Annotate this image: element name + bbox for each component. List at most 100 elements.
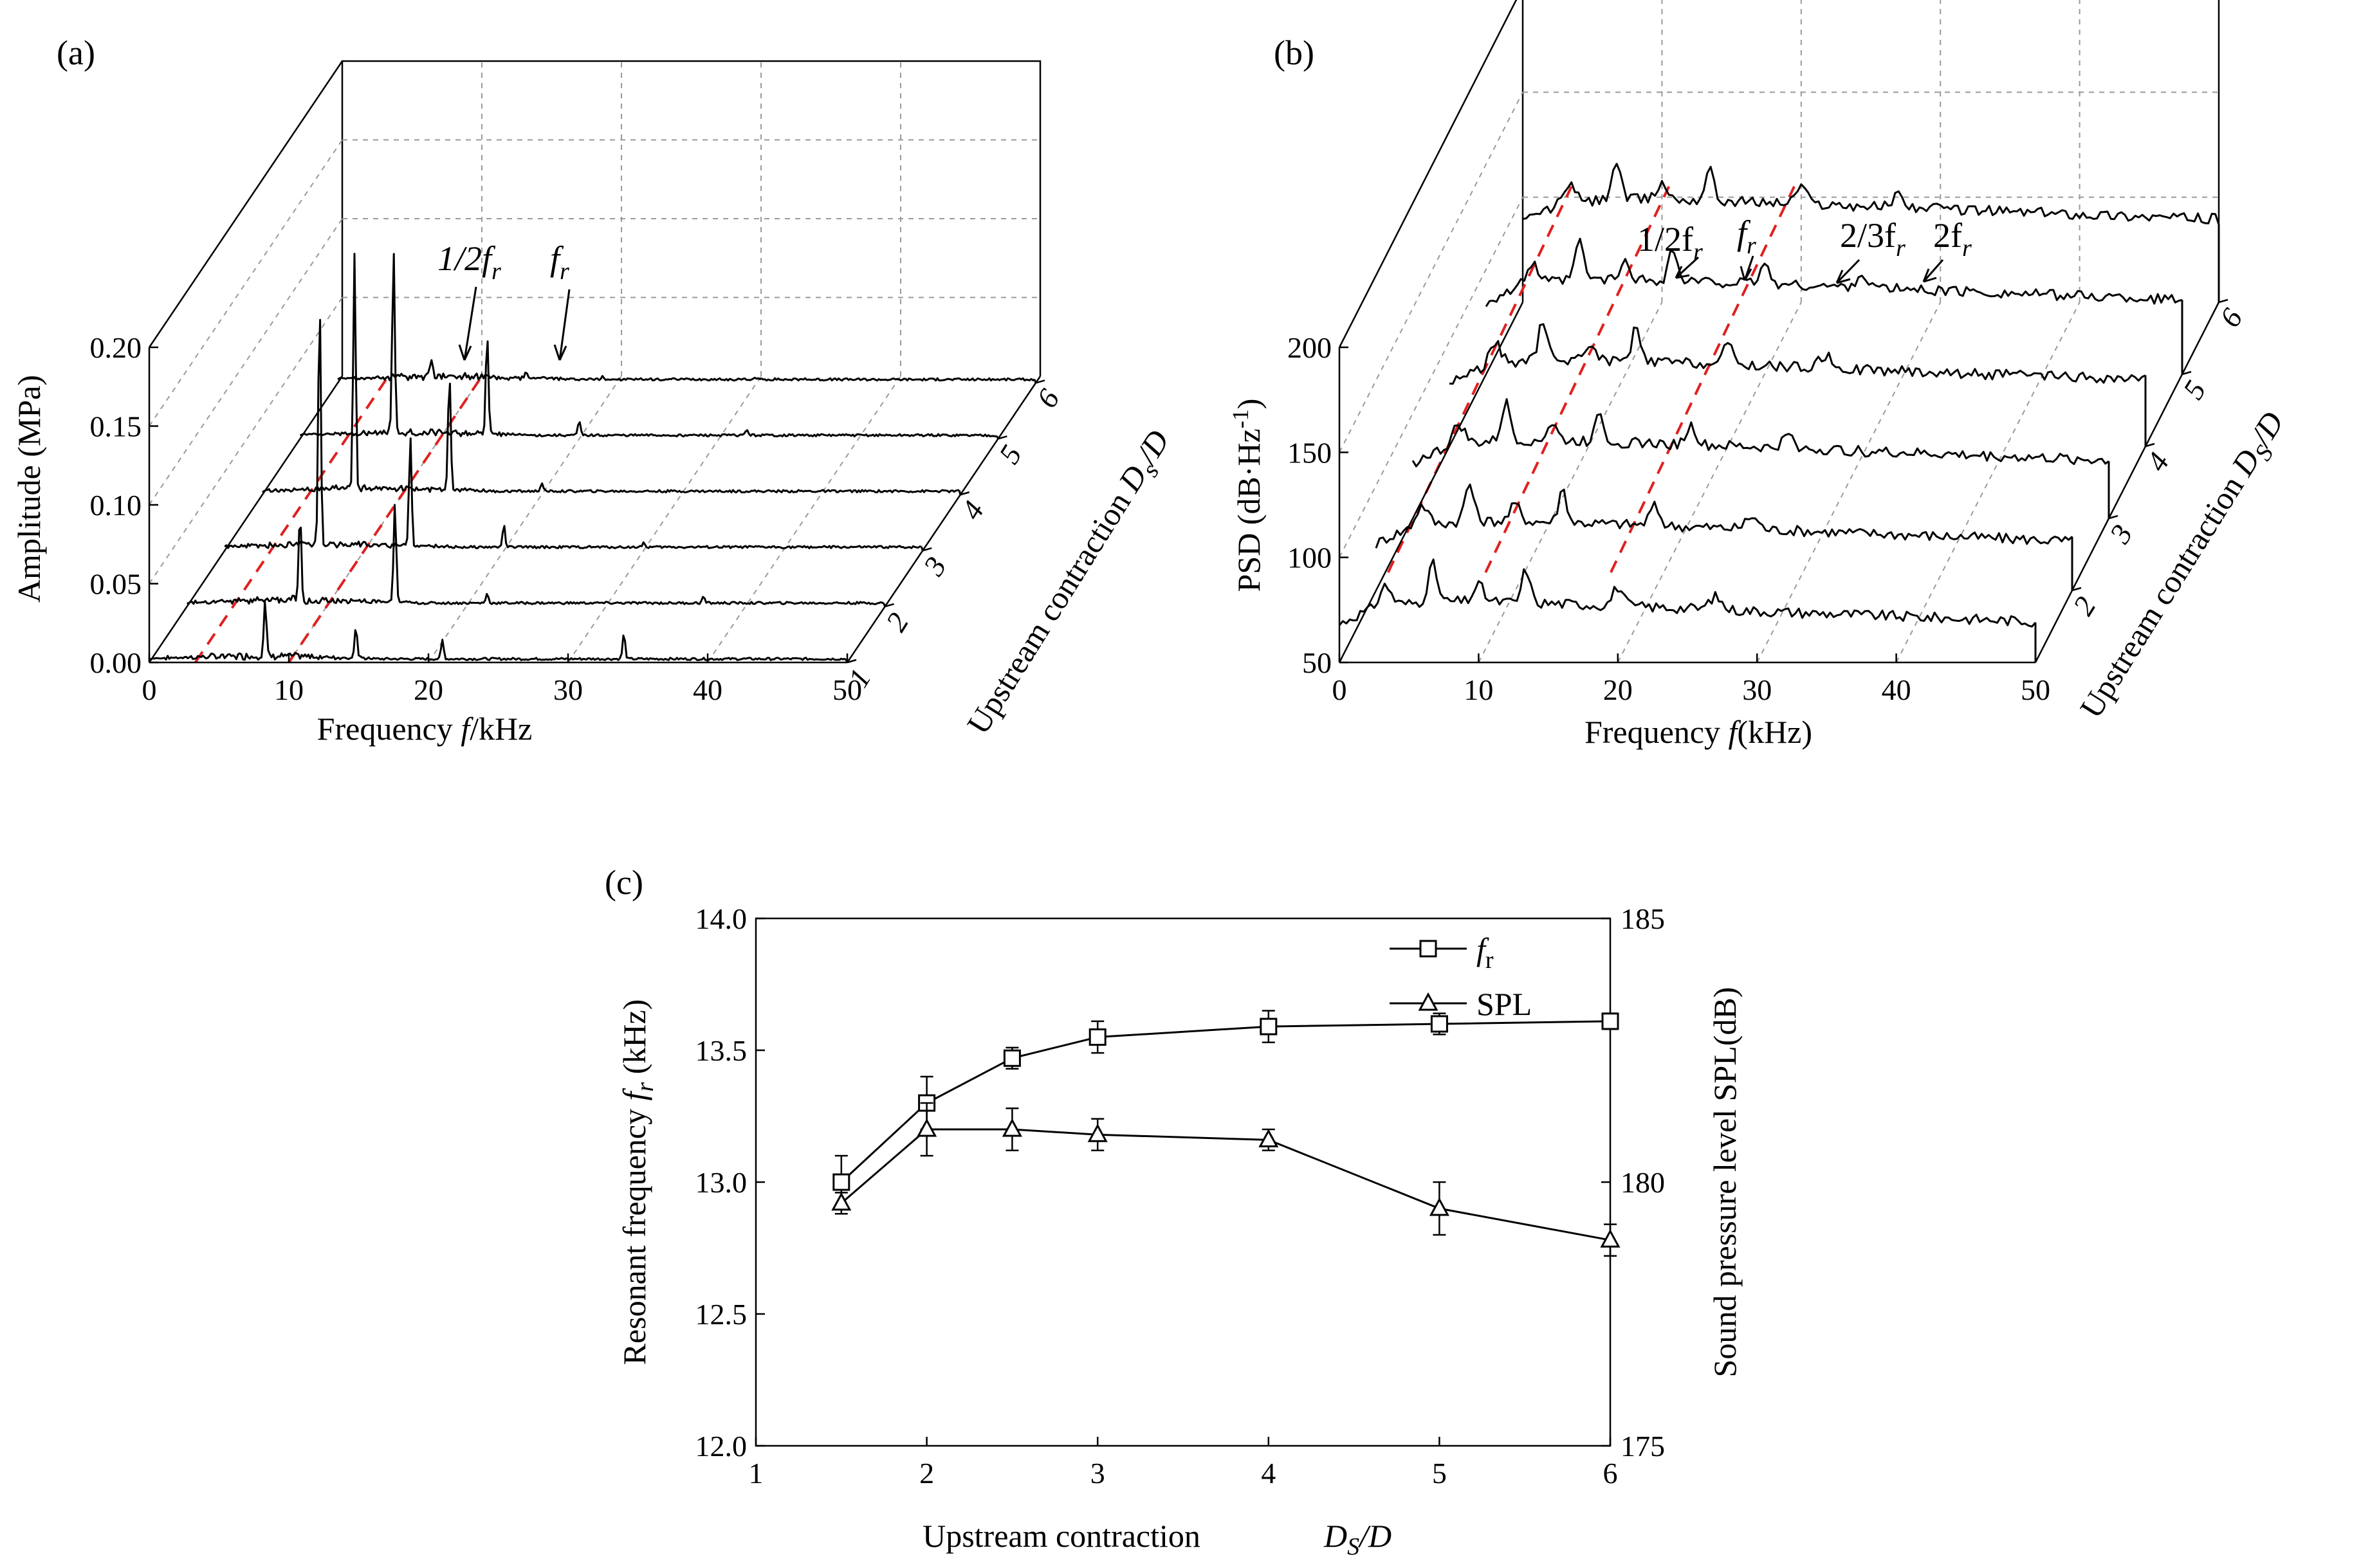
B-z-tick-label: 6 <box>2213 303 2248 333</box>
panel-c-x-tick-label: 3 <box>1090 1457 1105 1490</box>
panel-c-square-marker <box>1003 1049 1021 1067</box>
panel-c-ylabel-left: Resonant frequency fr (kHz) <box>616 999 659 1365</box>
panel-c-x-tick-label: 1 <box>749 1457 764 1490</box>
panel-b-xlabel: Frequency f(kHz) <box>1585 714 1812 750</box>
panel-c-y-right-tick-label: 175 <box>1621 1430 1665 1463</box>
B-left-wall-top-edge <box>1338 0 1518 348</box>
A-left-grid-y <box>149 296 343 585</box>
panel-c-ticks: 1 2 3 4 5 6 12.0 12.5 13.0 13.5 14.0 175 180 185 <box>695 902 1666 1490</box>
panel-a-arrow-fr <box>553 289 571 361</box>
panel-c-square-marker <box>1260 1017 1278 1035</box>
panel-c-y-left-tick-label: 13.0 <box>695 1166 748 1199</box>
A-z-tick <box>1035 379 1045 384</box>
panel-c-triangle-marker <box>1429 1197 1449 1216</box>
A-reference-line <box>194 375 390 664</box>
A-z-tick <box>960 491 970 496</box>
panel-c-square-marker <box>832 1173 850 1191</box>
A-z-tick-label: 2 <box>879 607 915 637</box>
panel-b-annotation-half-fr-text: 1/2fr <box>1637 220 1703 266</box>
B-z-axis-left <box>1338 302 1524 663</box>
panel-c-ylabel-right: Sound pressure level SPL(dB) <box>1707 987 1743 1378</box>
panel-b-ylabel: PSD (dB·Hz-1) <box>1227 399 1267 592</box>
legend-fr-square-marker <box>1419 940 1437 958</box>
panel-b-annotation-half-fr: 1/2fr <box>1637 220 1703 279</box>
panel-c-series-line-spl <box>840 1128 1611 1241</box>
B-z-tick-label: 3 <box>2103 519 2139 549</box>
A-spectrum-trace <box>149 600 847 661</box>
A-z-tick-label: 4 <box>955 495 990 525</box>
panel-b: (b) 0 10 20 30 40 50 50 100 150 200 2 3 4 5 6 1/2fr fr… <box>1227 0 2296 750</box>
A-left-grid-y <box>149 218 343 506</box>
panel-c-square-marker <box>1601 1012 1619 1030</box>
B-z-axis <box>2034 302 2220 663</box>
B-x-tick-label: 30 <box>1742 673 1772 706</box>
panel-b-reference-lines <box>1386 186 1796 573</box>
panel-b-arrow-two-thirds-fr <box>1835 259 1860 284</box>
panel-c-x-tick-label: 6 <box>1603 1457 1618 1490</box>
B-spectrum-trace <box>1485 237 2183 307</box>
A-y-tick-label: 0.00 <box>90 646 142 679</box>
B-z-tick-label: 4 <box>2140 447 2175 477</box>
panel-c-series-line-f <box>840 1020 1611 1183</box>
panel-c-label: (c) <box>605 863 643 902</box>
panel-c-y-left-tick-label: 12.0 <box>695 1430 748 1463</box>
panel-b-arrow-fr <box>1740 255 1754 281</box>
B-reference-line <box>1386 186 1573 573</box>
panel-c: (c) 1 2 3 4 5 612.012.513.013.514.0175180185 … <box>605 863 1743 1560</box>
B-spectrum-trace <box>1411 398 2109 468</box>
panel-c-y-left-tick-label: 13.5 <box>695 1034 748 1067</box>
A-spectrum-trace <box>262 253 960 494</box>
B-z-tick <box>2071 587 2082 592</box>
B-reference-line <box>1610 186 1796 573</box>
panel-c-square-marker <box>1089 1028 1107 1046</box>
panel-c-x-tick-label: 5 <box>1432 1457 1447 1490</box>
B-spectrum-trace <box>1449 323 2146 385</box>
panel-a-label: (a) <box>57 33 95 72</box>
B-z-tick <box>2108 515 2118 520</box>
panel-c-triangle-marker <box>1258 1129 1279 1147</box>
panel-a-zlabel: Upstream contraction Ds/D <box>960 424 1182 743</box>
B-y-tick-label: 100 <box>1287 542 1332 574</box>
A-x-tick-label: 30 <box>553 673 583 706</box>
panel-a-annotation-half-fr: 1/2fr <box>437 239 501 361</box>
B-z-tick <box>2218 298 2228 304</box>
B-left-grid-y <box>1339 91 1523 453</box>
panel-b-arrow-2fr <box>1922 259 1944 283</box>
B-z-tick-label: 5 <box>2176 375 2212 405</box>
panel-c-y-right-tick-label: 180 <box>1621 1166 1665 1199</box>
legend-fr-label: fr <box>1476 931 1494 974</box>
panel-b-annotation-two-thirds-fr: 2/3fr <box>1835 216 1906 284</box>
panel-c-y-left-tick-label: 14.0 <box>695 902 748 935</box>
legend-spl-triangle-marker <box>1418 992 1438 1011</box>
panel-c-square-marker <box>1430 1015 1448 1033</box>
A-x-tick-label: 50 <box>832 673 862 706</box>
panel-a-annotation-half-fr-text: 1/2fr <box>437 239 501 285</box>
B-back-wall-frame <box>1521 0 2220 302</box>
panel-c-x-tick-label: 2 <box>919 1457 934 1490</box>
panel-b-label: (b) <box>1274 33 1314 72</box>
panel-a-arrow-half-fr <box>458 286 477 361</box>
panel-c-triangle-marker <box>917 1118 937 1137</box>
panel-a-reference-lines <box>194 375 483 664</box>
panel-a-annotation-fr-text: fr <box>550 239 569 285</box>
legend-spl-label: SPL <box>1476 986 1532 1022</box>
B-reference-line <box>1484 186 1671 573</box>
panel-b-zlabel: Upstream contraction DS/D <box>2073 405 2296 727</box>
A-z-tick <box>847 659 857 664</box>
panel-a-walls <box>148 60 1042 663</box>
B-left-grid-y <box>1339 197 1523 558</box>
A-z-axis-left <box>148 376 344 663</box>
panel-c-triangle-marker <box>1600 1229 1621 1248</box>
A-floor-grid <box>567 376 762 663</box>
A-left-grid-y <box>149 139 343 427</box>
B-spectrum-trace <box>1338 558 2037 628</box>
panel-c-xlabel-var: DS/D <box>1323 1518 1392 1560</box>
A-spectrum-trace <box>337 359 1035 382</box>
A-y-tick-label: 0.20 <box>90 331 142 364</box>
B-floor-grid <box>1895 302 2081 663</box>
B-spectrum-trace <box>1522 163 2220 225</box>
panel-c-legend: fr SPL <box>1390 931 1532 1022</box>
panel-a-xlabel: Frequency f/kHz <box>317 711 533 747</box>
A-y-tick-label: 0.10 <box>90 489 142 522</box>
